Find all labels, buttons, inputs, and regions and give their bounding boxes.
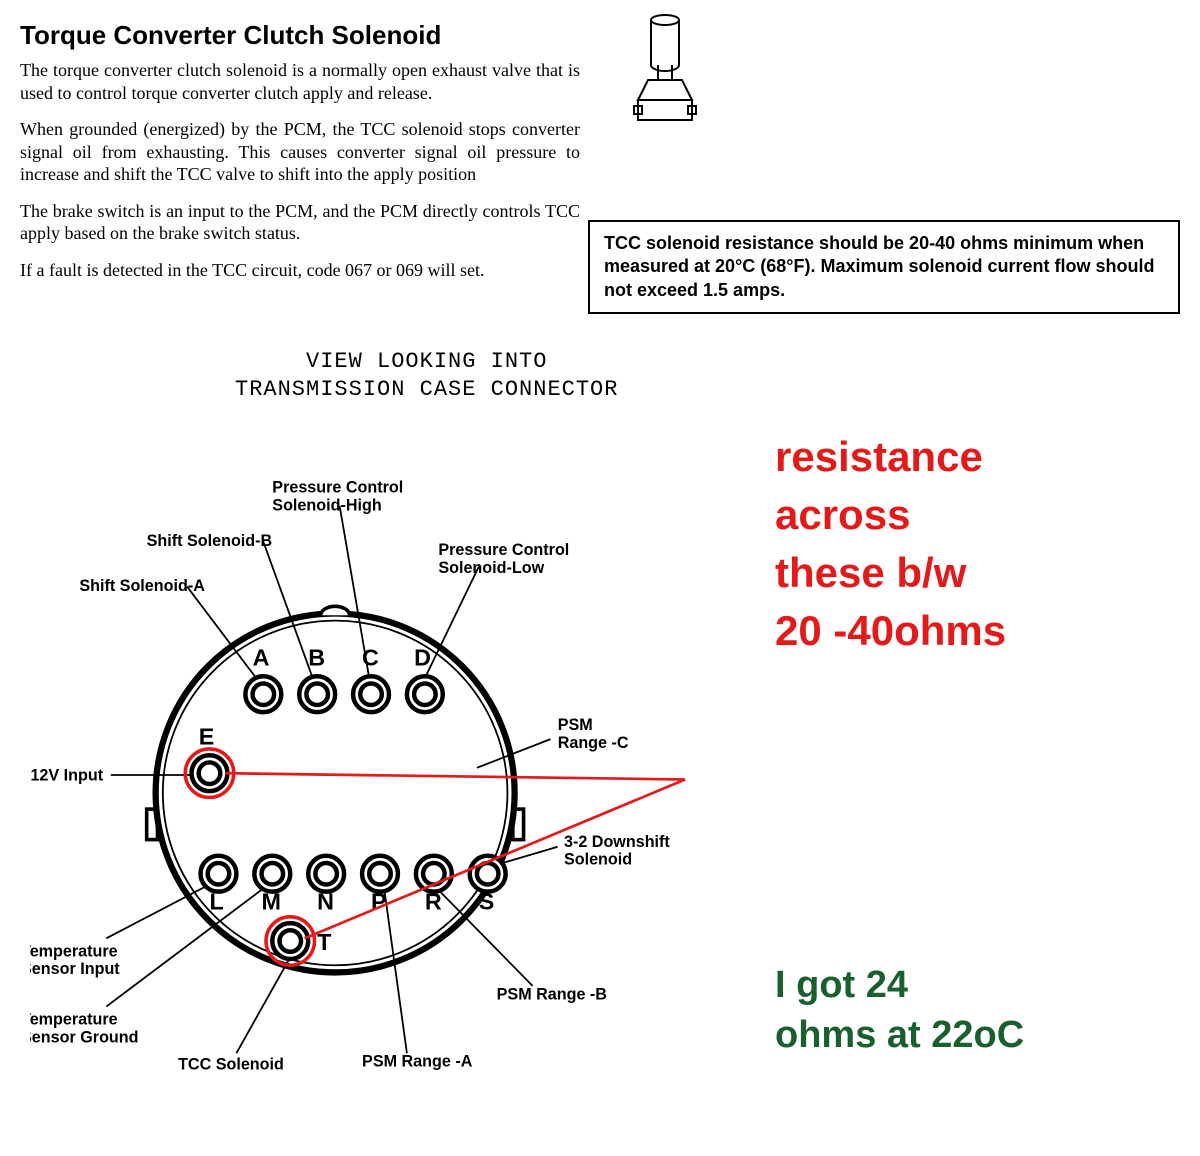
pin-N-letter: N [317, 889, 334, 915]
pin-D-inner [414, 683, 436, 705]
pin-L-inner [208, 863, 230, 885]
pin-R-letter: R [425, 889, 442, 915]
callout-label: PSM Range -A [362, 1053, 473, 1071]
pin-B-letter: B [308, 645, 325, 671]
callout-label: TCC Solenoid [178, 1055, 284, 1073]
pin-C-letter: C [362, 645, 379, 671]
pin-T-inner [279, 930, 301, 952]
pin-E-inner [199, 762, 221, 784]
callout-label: 3-2 Downshift [564, 833, 670, 851]
callout-line [263, 542, 312, 678]
pin-M-letter: M [262, 889, 281, 915]
callout-label: Temperature [30, 942, 118, 960]
callout-label: Sensor Ground [30, 1028, 139, 1046]
callout-label: Pressure Control [438, 541, 569, 559]
callout-label: Solenoid-Low [438, 559, 544, 577]
page-title: Torque Converter Clutch Solenoid [20, 20, 1180, 51]
tab-right [513, 809, 524, 840]
callout-label: Solenoid [564, 851, 632, 869]
callout-label: Pressure Control [272, 478, 403, 496]
pin-A-letter: A [253, 645, 270, 671]
callout-label: PSM Range -B [497, 985, 607, 1003]
tab-left [147, 809, 158, 840]
pin-C-inner [360, 683, 382, 705]
pin-M-inner [262, 863, 284, 885]
callout-label: Range -C [558, 734, 629, 752]
callout-label: Shift Solenoid-B [147, 532, 273, 550]
pin-S-letter: S [479, 889, 495, 915]
spec-box: TCC solenoid resistance should be 20-40 … [588, 220, 1180, 314]
pin-L-letter: L [209, 889, 223, 915]
annotation-leader-line [226, 773, 685, 779]
diagram-title-line2: TRANSMISSION CASE CONNECTOR [235, 377, 618, 402]
pin-B-inner [306, 683, 328, 705]
diagram-title: VIEW LOOKING INTO TRANSMISSION CASE CONN… [235, 348, 618, 403]
callout-label: Temperature [30, 1010, 118, 1028]
callout-label: PSM [558, 716, 593, 734]
callout-label: +12V Input [30, 766, 104, 784]
callout-label: Sensor Input [30, 960, 120, 978]
annotation-measured-value: I got 24 ohms at 22oC [775, 960, 1024, 1060]
pin-A-inner [253, 683, 275, 705]
callout-line [236, 957, 290, 1053]
pin-N-inner [315, 863, 337, 885]
callout-line [106, 884, 209, 938]
annotation-resistance-spec: resistance across these b/w 20 -40ohms [775, 428, 1006, 660]
diagram-title-line1: VIEW LOOKING INTO [306, 349, 547, 374]
intro-paragraph-4: If a fault is detected in the TCC circui… [20, 259, 580, 282]
solenoid-icon [620, 10, 710, 140]
callout-line [425, 567, 479, 678]
pin-P-inner [369, 863, 391, 885]
intro-paragraph-2: When grounded (energized) by the PCM, th… [20, 118, 580, 186]
connector-key-notch [321, 606, 350, 615]
intro-paragraph-1: The torque converter clutch solenoid is … [20, 59, 580, 104]
pin-E-letter: E [199, 723, 215, 749]
callout-label: Solenoid-High [272, 496, 381, 514]
intro-paragraph-3: The brake switch is an input to the PCM,… [20, 200, 580, 245]
connector-diagram: Shift Solenoid-A Shift Solenoid-B Pressure… [30, 425, 730, 1125]
page: Torque Converter Clutch Solenoid The tor… [20, 20, 1180, 1136]
pin-D-letter: D [414, 645, 431, 671]
callout-label: Shift Solenoid-A [79, 577, 205, 595]
callout-line [384, 891, 406, 1053]
